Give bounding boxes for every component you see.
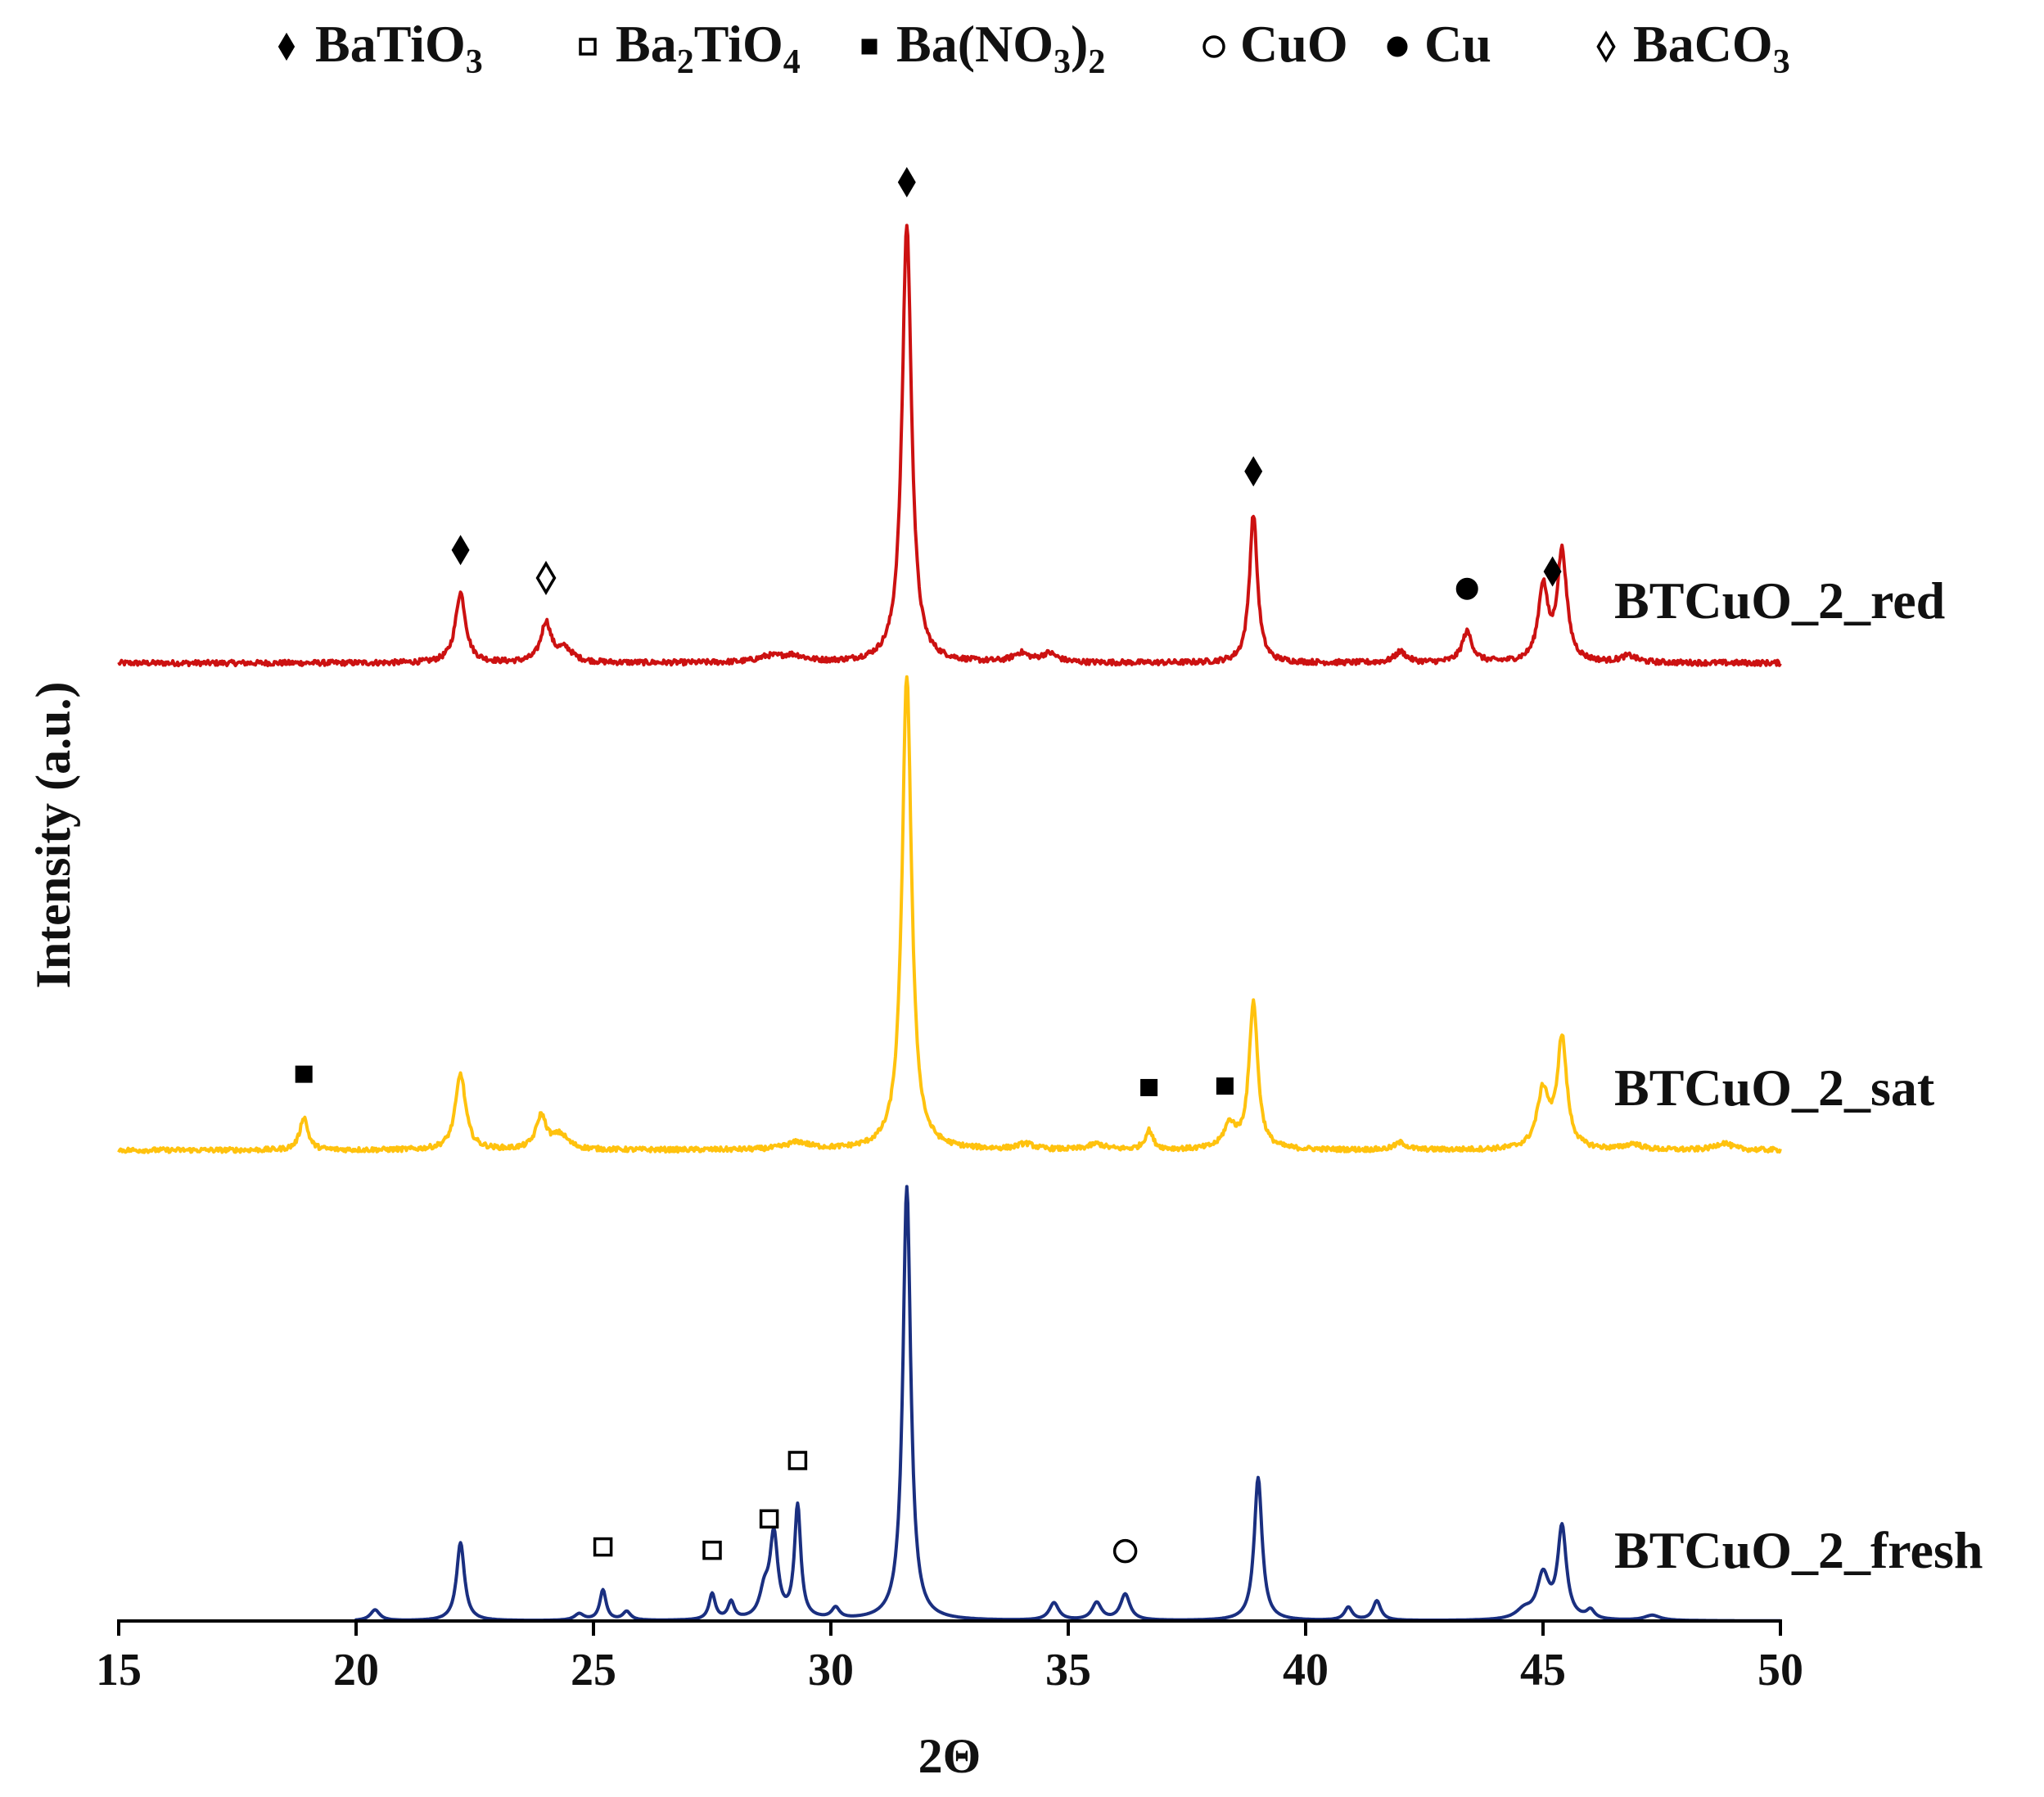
legend-label: Ba(NO3)2: [896, 15, 1105, 81]
legend-item: BaCO3: [1596, 15, 1790, 81]
series-line-BTCuO_2_fresh: [119, 1185, 1781, 1623]
legend-marker-icon: [861, 38, 878, 55]
series-lines: [117, 223, 1782, 1623]
x-tick-label: 20: [333, 1645, 379, 1695]
peak-marker-icon: [702, 1540, 722, 1560]
series-labels: BTCuO_2_red BTCuO_2_sat BTCuO_2_fresh: [1614, 571, 1983, 1579]
x-tick-label: 35: [1045, 1645, 1091, 1695]
legend-marker-icon: [579, 38, 597, 56]
series-label: BTCuO_2_sat: [1614, 1059, 1935, 1117]
x-tick-label: 15: [96, 1645, 142, 1695]
x-tick-label: 40: [1283, 1645, 1329, 1695]
chart-legend: BaTiO3 Ba2TiO4 Ba(NO3)2 CuO Cu BaCO3: [277, 15, 1790, 81]
legend-marker-icon: [1202, 35, 1225, 58]
legend-item: BaTiO3: [277, 15, 483, 81]
x-tick-label: 25: [571, 1645, 616, 1695]
x-tick-label: 30: [808, 1645, 854, 1695]
peak-marker-icon: [1455, 577, 1478, 600]
legend-label: BaCO3: [1633, 15, 1790, 81]
peak-marker-icon: [593, 1537, 613, 1557]
peak-marker-icon: [897, 167, 916, 198]
legend-marker-icon: [1596, 30, 1616, 63]
x-tick-label: 45: [1520, 1645, 1566, 1695]
peak-marker-icon: [1112, 1538, 1138, 1564]
legend-label: Cu: [1424, 15, 1491, 73]
legend-item: CuO: [1202, 15, 1348, 73]
x-axis-ticks: 15 20 25 30 35 40 45 50: [96, 1621, 1803, 1695]
peak-marker-icon: [1140, 1078, 1158, 1096]
peak-marker-icon: [787, 1451, 808, 1470]
legend-label: CuO: [1240, 15, 1348, 73]
series-line-BTCuO_2_red: [117, 223, 1782, 668]
peak-marker-icon: [451, 535, 470, 566]
legend-item: Ba2TiO4: [579, 15, 801, 81]
legend-marker-icon: [1387, 36, 1408, 57]
peak-marker-icon: [1244, 456, 1263, 487]
series-label: BTCuO_2_red: [1614, 571, 1945, 630]
peak-marker-icon: [1216, 1077, 1234, 1095]
x-tick-label: 50: [1757, 1645, 1803, 1695]
legend-item: Ba(NO3)2: [861, 15, 1105, 81]
peak-marker-icon: [535, 561, 557, 595]
legend-label: BaTiO3: [315, 15, 483, 81]
legend-label: Ba2TiO4: [616, 15, 801, 81]
series-label: BTCuO_2_fresh: [1614, 1521, 1983, 1579]
series-line-BTCuO_2_sat: [117, 675, 1782, 1154]
legend-item: Cu: [1387, 15, 1491, 73]
peak-marker-icon: [759, 1509, 779, 1529]
plot-area: BTCuO_2_red BTCuO_2_sat BTCuO_2_fresh: [117, 167, 1983, 1623]
legend-marker-icon: [277, 32, 296, 61]
x-axis-title: 2Θ: [918, 1729, 981, 1783]
peak-markers: [295, 167, 1562, 1564]
y-axis-title: Intensity (a.u.): [26, 681, 80, 988]
peak-marker-icon: [295, 1065, 313, 1083]
peak-marker-icon: [1543, 556, 1562, 587]
